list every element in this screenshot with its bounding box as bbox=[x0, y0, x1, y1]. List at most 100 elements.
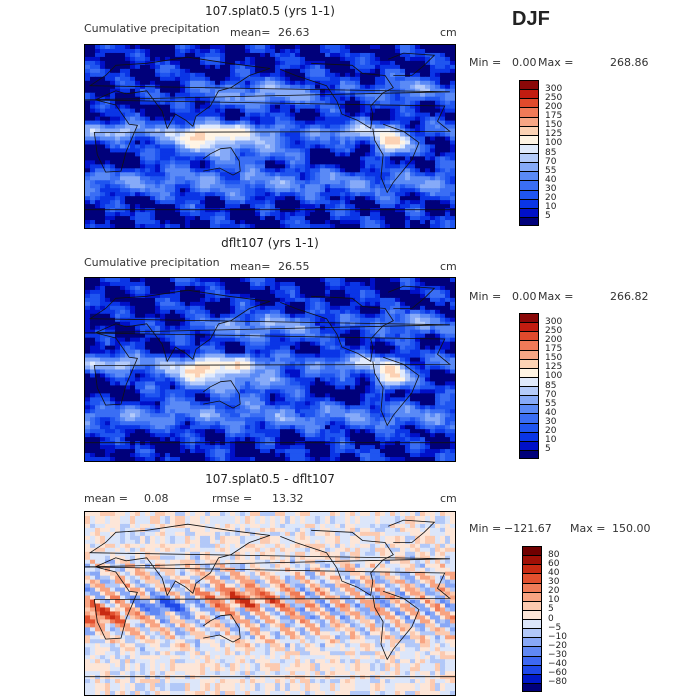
heatmap-cell bbox=[385, 80, 391, 86]
heatmap-cell bbox=[375, 172, 381, 177]
heatmap-cell bbox=[150, 92, 156, 98]
heatmap-cell bbox=[110, 289, 116, 295]
heatmap-cell bbox=[210, 220, 216, 225]
heatmap-cell bbox=[275, 76, 281, 82]
heatmap-cell bbox=[315, 112, 321, 118]
heatmap-cell bbox=[185, 52, 191, 58]
heatmap-cell bbox=[325, 216, 331, 221]
heatmap-cell bbox=[380, 325, 386, 331]
heatmap-cell bbox=[405, 148, 411, 154]
heatmap-cell bbox=[310, 132, 316, 138]
heatmap-cell bbox=[260, 160, 266, 165]
heatmap-cell bbox=[150, 192, 156, 197]
heatmap-cell bbox=[230, 136, 236, 142]
heatmap-cell bbox=[180, 176, 186, 181]
heatmap-cell bbox=[115, 48, 121, 54]
heatmap-cell bbox=[250, 188, 256, 193]
heatmap-cell bbox=[155, 148, 161, 154]
heatmap-cell bbox=[290, 196, 296, 201]
heatmap-cell bbox=[260, 156, 266, 161]
heatmap-cell bbox=[125, 164, 131, 169]
heatmap-cell bbox=[135, 168, 141, 173]
heatmap-cell bbox=[235, 152, 241, 157]
heatmap-cell bbox=[200, 353, 206, 359]
heatmap-cell bbox=[195, 152, 201, 157]
heatmap-cell bbox=[295, 172, 301, 177]
heatmap-cell bbox=[155, 281, 161, 287]
heatmap-cell bbox=[320, 144, 326, 150]
heatmap-cell bbox=[120, 60, 126, 66]
heatmap-cell bbox=[415, 293, 421, 299]
heatmap-cell bbox=[440, 88, 446, 94]
heatmap-cell bbox=[425, 84, 431, 90]
heatmap-cell bbox=[385, 152, 391, 157]
heatmap-cell bbox=[395, 56, 401, 62]
heatmap-cell bbox=[420, 76, 426, 82]
heatmap-cell bbox=[415, 329, 421, 335]
heatmap-cell bbox=[215, 289, 221, 295]
heatmap-cell bbox=[95, 60, 101, 66]
heatmap-cell bbox=[405, 92, 411, 98]
heatmap-cell bbox=[190, 140, 196, 146]
heatmap-cell bbox=[120, 196, 126, 201]
heatmap-cell bbox=[175, 325, 181, 331]
heatmap-cell bbox=[280, 48, 286, 54]
heatmap-cell bbox=[285, 164, 291, 169]
heatmap-cell bbox=[225, 349, 231, 355]
heatmap-cell bbox=[210, 313, 216, 319]
heatmap-cell bbox=[110, 204, 116, 209]
heatmap-cell bbox=[135, 144, 141, 150]
heatmap-cell bbox=[310, 196, 316, 201]
heatmap-cell bbox=[340, 204, 346, 209]
heatmap-cell bbox=[405, 152, 411, 157]
heatmap-cell bbox=[425, 136, 431, 142]
heatmap-cell bbox=[235, 116, 241, 122]
heatmap-cell bbox=[330, 212, 336, 217]
heatmap-cell bbox=[160, 305, 166, 311]
heatmap-cell bbox=[165, 120, 171, 126]
heatmap-cell bbox=[100, 68, 106, 74]
heatmap-cell bbox=[120, 88, 126, 94]
heatmap-cell bbox=[445, 72, 451, 78]
heatmap-cell bbox=[100, 278, 106, 283]
heatmap-cell bbox=[310, 321, 316, 327]
heatmap-cell bbox=[365, 132, 371, 138]
heatmap-cell bbox=[285, 184, 291, 189]
heatmap-cell bbox=[265, 220, 271, 225]
heatmap-cell bbox=[380, 52, 386, 58]
heatmap-cell bbox=[140, 56, 146, 62]
heatmap-cell bbox=[270, 48, 276, 54]
heatmap-cell bbox=[370, 48, 376, 54]
heatmap-cell bbox=[180, 345, 186, 351]
heatmap-cell bbox=[160, 349, 166, 355]
heatmap-cell bbox=[425, 52, 431, 58]
heatmap-cell bbox=[360, 136, 366, 142]
heatmap-cell bbox=[310, 278, 316, 283]
heatmap-cell bbox=[430, 184, 436, 189]
heatmap-cell bbox=[350, 172, 356, 177]
heatmap-cell bbox=[240, 204, 246, 209]
heatmap-cell bbox=[385, 212, 391, 217]
heatmap-cell bbox=[100, 136, 106, 142]
heatmap-cell bbox=[240, 216, 246, 221]
heatmap-cell bbox=[390, 341, 396, 347]
heatmap-cell bbox=[295, 112, 301, 118]
heatmap-cell bbox=[235, 184, 241, 189]
heatmap-cell bbox=[290, 289, 296, 295]
heatmap-cell bbox=[105, 293, 111, 299]
heatmap-cell bbox=[415, 172, 421, 177]
heatmap-cell bbox=[95, 289, 101, 295]
heatmap-cell bbox=[240, 176, 246, 181]
heatmap-cell bbox=[165, 313, 171, 319]
heatmap-cell bbox=[325, 164, 331, 169]
heatmap-cell bbox=[170, 164, 176, 169]
heatmap-cell bbox=[105, 132, 111, 138]
heatmap-cell bbox=[345, 152, 351, 157]
heatmap-cell bbox=[190, 309, 196, 315]
heatmap-cell bbox=[140, 136, 146, 142]
heatmap-cell bbox=[225, 88, 231, 94]
heatmap-cell bbox=[440, 301, 446, 307]
heatmap-cell bbox=[355, 285, 361, 291]
heatmap-cell bbox=[265, 60, 271, 66]
heatmap-cell bbox=[110, 285, 116, 291]
